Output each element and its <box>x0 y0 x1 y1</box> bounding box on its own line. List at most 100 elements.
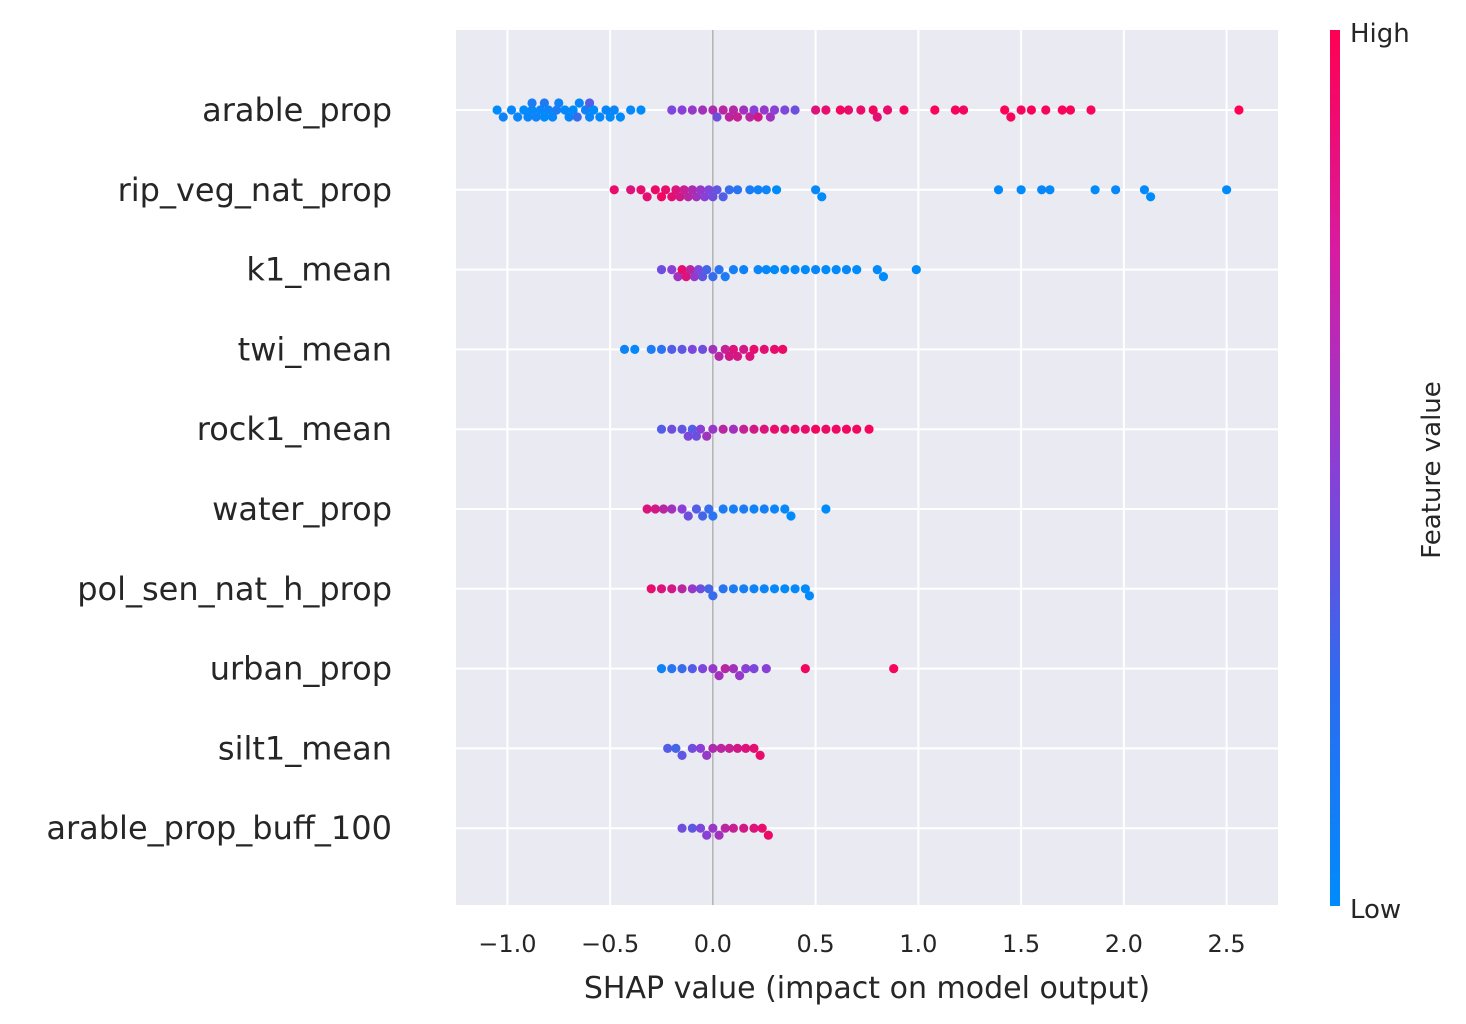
shap-point <box>714 671 724 681</box>
shap-point <box>687 185 697 195</box>
shap-point <box>702 431 712 441</box>
shap-point <box>656 664 667 674</box>
feature-label: silt1_mean <box>218 729 392 767</box>
shap-point <box>535 105 545 115</box>
shap-point <box>650 185 660 195</box>
shap-point <box>769 265 780 275</box>
shap-point <box>728 265 739 275</box>
shap-point <box>864 424 874 434</box>
shap-point <box>687 424 697 434</box>
plot-background <box>456 30 1278 905</box>
shap-point <box>667 504 677 514</box>
shap-point <box>780 584 790 594</box>
shap-point <box>714 265 724 275</box>
shap-point <box>899 105 909 115</box>
shap-point <box>720 344 730 354</box>
shap-point <box>626 185 636 195</box>
colorbar-title: Feature value <box>1417 381 1447 559</box>
shap-point <box>656 192 667 202</box>
shap-point <box>572 112 582 122</box>
shap-point <box>771 185 782 195</box>
shap-point <box>1139 185 1150 195</box>
shap-point <box>687 105 697 115</box>
shap-point <box>687 584 697 594</box>
shap-point <box>704 504 714 514</box>
shap-point <box>718 424 728 434</box>
shap-point <box>698 272 708 282</box>
shap-point <box>852 265 862 275</box>
shap-point <box>698 105 708 115</box>
shap-point <box>683 192 693 202</box>
shap-point <box>739 105 749 115</box>
shap-point <box>704 584 714 594</box>
shap-point <box>691 192 702 202</box>
x-tick-label: 0.0 <box>694 930 732 958</box>
x-tick-label: 1.0 <box>899 930 937 958</box>
shap-point <box>811 185 821 195</box>
shap-point <box>667 265 677 275</box>
shap-point <box>841 265 852 275</box>
colorbar <box>1330 30 1340 906</box>
shap-point <box>661 185 671 195</box>
shap-point <box>811 105 821 115</box>
shap-point <box>667 424 677 434</box>
shap-point <box>769 504 780 514</box>
shap-point <box>872 112 882 122</box>
shap-point <box>498 112 508 122</box>
x-tick-label: 1.5 <box>1002 930 1040 958</box>
shap-point <box>1086 105 1096 115</box>
shap-point <box>646 584 656 594</box>
shap-point <box>728 664 739 674</box>
shap-point <box>718 504 728 514</box>
shap-point <box>831 265 841 275</box>
shap-point <box>720 823 730 833</box>
shap-point <box>759 584 769 594</box>
shap-point <box>673 272 683 282</box>
feature-label: k1_mean <box>246 251 392 289</box>
shap-point <box>677 823 687 833</box>
shap-point <box>677 584 687 594</box>
shap-point <box>650 504 660 514</box>
shap-point <box>734 671 745 681</box>
shap-point <box>695 743 706 754</box>
shap-point <box>1037 185 1047 195</box>
shap-point <box>687 823 697 833</box>
shap-point <box>720 272 730 282</box>
shap-point <box>1057 105 1067 115</box>
shap-point <box>1016 185 1026 195</box>
shap-point <box>543 105 554 115</box>
shap-point <box>724 185 734 195</box>
shap-point <box>527 105 537 115</box>
shap-point <box>800 584 810 594</box>
shap-point <box>724 743 734 754</box>
shap-point <box>1006 112 1016 122</box>
shap-point <box>1016 105 1026 115</box>
shap-point <box>506 105 517 115</box>
shap-point <box>1222 185 1232 195</box>
shap-point <box>547 112 558 122</box>
shap-point <box>677 504 687 514</box>
shap-point <box>677 664 687 674</box>
shap-point <box>718 105 728 115</box>
shap-point <box>568 105 578 115</box>
shap-point <box>835 105 845 115</box>
shap-point <box>765 112 776 122</box>
shap-point <box>691 504 702 514</box>
shap-point <box>689 272 699 282</box>
shap-point <box>708 344 718 354</box>
shap-point <box>584 98 595 108</box>
shap-point <box>749 584 759 594</box>
shap-point <box>728 504 739 514</box>
shap-point <box>595 112 605 122</box>
shap-point <box>677 265 687 275</box>
shap-point <box>554 98 564 108</box>
shap-point <box>780 105 790 115</box>
x-tick-label: −1.0 <box>478 930 536 958</box>
shap-point <box>539 98 549 108</box>
shap-point <box>656 424 667 434</box>
shap-point <box>519 105 529 115</box>
shap-point <box>1041 105 1051 115</box>
shap-point <box>702 750 712 761</box>
shap-point <box>755 750 765 761</box>
shap-point <box>584 112 595 122</box>
